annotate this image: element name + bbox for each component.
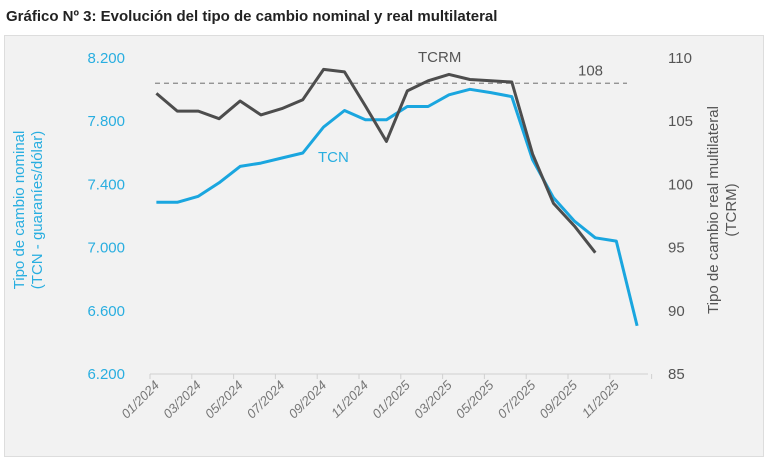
y-right-tick-label: 100 xyxy=(668,176,693,193)
y-right-axis-title-line2: (TCRM) xyxy=(723,183,740,236)
x-tick-label: 05/2025 xyxy=(453,377,497,421)
x-tick-label: 01/2024 xyxy=(118,378,162,422)
x-tick-label: 07/2025 xyxy=(494,377,538,421)
x-tick-label: 11/2024 xyxy=(328,378,371,421)
y-left-tick-label: 6.200 xyxy=(87,366,125,383)
y-left-tick-label: 7.800 xyxy=(87,113,125,130)
x-tick-label: 01/2025 xyxy=(369,377,413,421)
chart-title: Gráfico Nº 3: Evolución del tipo de camb… xyxy=(6,8,498,25)
x-tick-label: 05/2024 xyxy=(202,378,246,422)
y-right-tick-label: 110 xyxy=(668,50,692,67)
x-tick-label: 09/2025 xyxy=(536,377,580,421)
y-left-axis-title-line1: Tipo de cambio nominal xyxy=(11,131,28,290)
y-left-tick-label: 6.600 xyxy=(87,303,125,320)
y-right-tick-label: 85 xyxy=(668,366,685,383)
series-label-tcn: TCN xyxy=(318,149,349,166)
series-line-tcn xyxy=(156,87,639,327)
x-tick-label: 07/2024 xyxy=(244,378,288,422)
x-tick-label: 03/2024 xyxy=(160,378,204,422)
y-left-tick-label: 7.000 xyxy=(87,240,125,257)
y-left-axis-title-line2: (TCN - guaraníes/dólar) xyxy=(29,131,46,289)
y-right-tick-label: 95 xyxy=(668,240,685,257)
y-left-tick-label: 8.200 xyxy=(87,50,125,67)
reference-line-label: 108 xyxy=(578,62,603,79)
y-right-axis-title-line1: Tipo de cambio real multilateral xyxy=(705,106,722,314)
y-right-tick-label: 105 xyxy=(668,113,693,130)
series-line-tcrm xyxy=(155,67,597,254)
y-right-tick-label: 90 xyxy=(668,303,685,320)
x-tick-label: 11/2025 xyxy=(579,377,623,421)
chart-panel xyxy=(4,35,764,457)
x-tick-label: 03/2025 xyxy=(411,377,455,421)
series-label-tcrm: TCRM xyxy=(418,49,461,66)
y-left-tick-label: 7.400 xyxy=(87,176,125,193)
x-tick-label: 09/2024 xyxy=(285,378,329,422)
